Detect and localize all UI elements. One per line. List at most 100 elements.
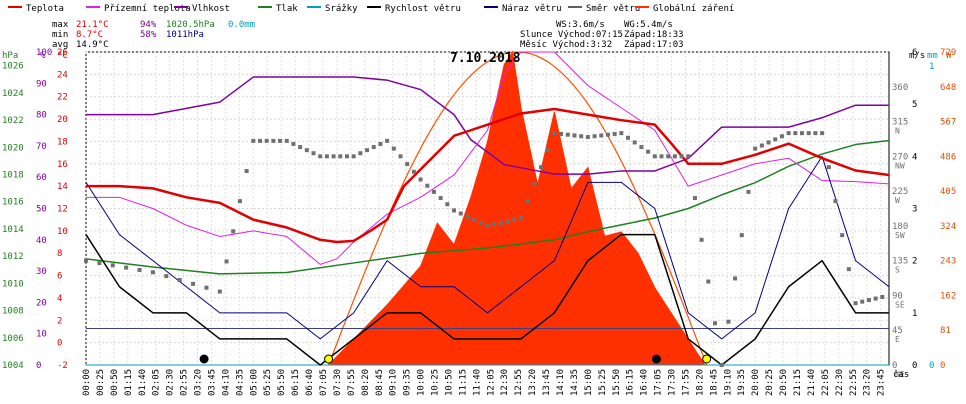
stat-max-h: 94%	[140, 20, 157, 30]
wind-dir-point	[365, 148, 370, 153]
y-tick-dir-name: S	[895, 266, 900, 275]
x-tick-label: 19:10	[723, 369, 733, 396]
y-tick-ms: 3	[912, 205, 917, 215]
moonset-marker	[651, 354, 661, 364]
chart-date-title: 7.10.2018	[450, 51, 521, 66]
y-tick-dir-name: SW	[895, 231, 905, 240]
x-tick-label: 11:40	[472, 369, 482, 396]
wind-dir-point	[813, 131, 818, 136]
x-tick-label: 06:40	[305, 369, 315, 396]
x-tick-label: 04:35	[235, 369, 245, 396]
wind-dir-point	[652, 154, 657, 159]
wind-dir-point	[217, 289, 222, 294]
wind-dir-point	[860, 299, 865, 304]
wind-dir-point	[191, 281, 196, 286]
legend-label: Srážky	[325, 4, 358, 14]
y-tick-mm: 1	[929, 62, 934, 72]
unit-hpa: hPa	[2, 51, 18, 61]
x-tick-label: 01:40	[138, 369, 148, 396]
y-tick-temp: 10	[57, 227, 68, 237]
x-tick-label: 15:25	[598, 369, 608, 396]
wind-dir-point	[632, 140, 637, 145]
y-tick-pct: 40	[36, 236, 47, 246]
wind-dir-point	[766, 140, 771, 145]
wind-dir-point	[626, 135, 631, 140]
wind-dir-point	[405, 162, 410, 167]
wind-dir-point	[237, 199, 242, 204]
y-tick-dir: 45	[892, 326, 903, 336]
stat-max-t: 21.1°C	[76, 20, 109, 30]
x-tick-label: 20:50	[779, 369, 789, 396]
y-tick-pct: 30	[36, 267, 47, 277]
wind-dir-point	[431, 189, 436, 194]
series-tlak	[85, 139, 890, 275]
x-tick-label: 12:55	[514, 369, 524, 396]
wind-dir-point	[438, 196, 443, 201]
wind-dir-point	[599, 133, 604, 138]
stat-min-label: min	[52, 30, 68, 40]
wind-dir-point	[552, 131, 557, 136]
wind-dir-point	[150, 270, 155, 275]
y-tick-dir-name: E	[895, 335, 900, 344]
wind-dir-point	[800, 131, 805, 136]
y-tick-dir-name: W	[895, 196, 900, 205]
wind-dir-point	[759, 143, 764, 148]
wind-dir-point	[579, 134, 584, 139]
series-rychlost-vetru	[85, 233, 889, 366]
unit-w: W	[946, 51, 952, 61]
wind-dir-point	[231, 229, 236, 234]
x-tick-label: 00:50	[110, 369, 120, 396]
wind-dir-point	[331, 154, 336, 159]
y-tick-temp: 16	[57, 160, 68, 170]
unit-ms: m/s	[909, 51, 925, 61]
stat-sun: Slunce Východ:07:15	[520, 30, 623, 40]
y-tick-hpa: 1010	[2, 279, 24, 289]
x-tick-label: 20:00	[751, 369, 761, 396]
wind-dir-point	[177, 277, 182, 282]
wind-dir-point	[278, 138, 283, 143]
wind-dir-point	[164, 274, 169, 279]
wind-dir-point	[585, 135, 590, 140]
wind-dir-point	[378, 141, 383, 146]
wind-dir-point	[478, 220, 483, 225]
legend-label: Přízemní teplota	[104, 4, 191, 14]
y-tick-temp: 24	[57, 70, 68, 80]
y-tick-temp: 18	[57, 137, 68, 147]
wind-dir-point	[498, 220, 503, 225]
wind-dir-point	[492, 222, 497, 227]
x-tick-label: 07:05	[319, 369, 329, 396]
wind-dir-point	[713, 321, 718, 326]
x-tick-label: 13:45	[542, 369, 552, 396]
x-tick-label: 07:55	[347, 369, 357, 396]
wind-dir-point	[779, 134, 784, 139]
x-tick-label: 08:45	[375, 369, 385, 396]
y-tick-temp: 26	[57, 48, 68, 58]
wind-dir-point	[605, 132, 610, 137]
y-tick-hpa: 1020	[2, 143, 24, 153]
x-tick-label: 01:15	[124, 369, 134, 396]
x-tick-label: 15:00	[584, 369, 594, 396]
x-tick-label: 14:35	[570, 369, 580, 396]
x-tick-label: 18:45	[709, 369, 719, 396]
wind-dir-point	[719, 363, 724, 367]
y-tick-pct: 70	[36, 142, 47, 152]
wind-dir-point	[592, 134, 597, 139]
wind-dir-point	[612, 131, 617, 136]
stat-avg-label: avg	[52, 40, 68, 50]
legend-label: Rychlost větru	[385, 4, 461, 14]
y-tick-dir-name: NW	[895, 161, 905, 170]
x-tick-label: 21:15	[793, 369, 803, 396]
legend-label: Tlak	[276, 4, 298, 14]
wind-dir-point	[291, 141, 296, 146]
x-tick-label: 03:20	[194, 369, 204, 396]
wind-dir-point	[692, 196, 697, 201]
wind-dir-point	[204, 285, 209, 290]
y-tick-temp: 4	[57, 294, 62, 304]
wind-dir-point	[826, 165, 831, 170]
x-tick-label: 03:45	[207, 369, 217, 396]
wind-dir-point	[565, 132, 570, 137]
x-tick-label: 11:15	[458, 369, 468, 396]
wind-dir-point	[512, 217, 517, 222]
y-tick-ms: 1	[912, 309, 917, 319]
stat-min-p: 1011hPa	[166, 30, 204, 40]
